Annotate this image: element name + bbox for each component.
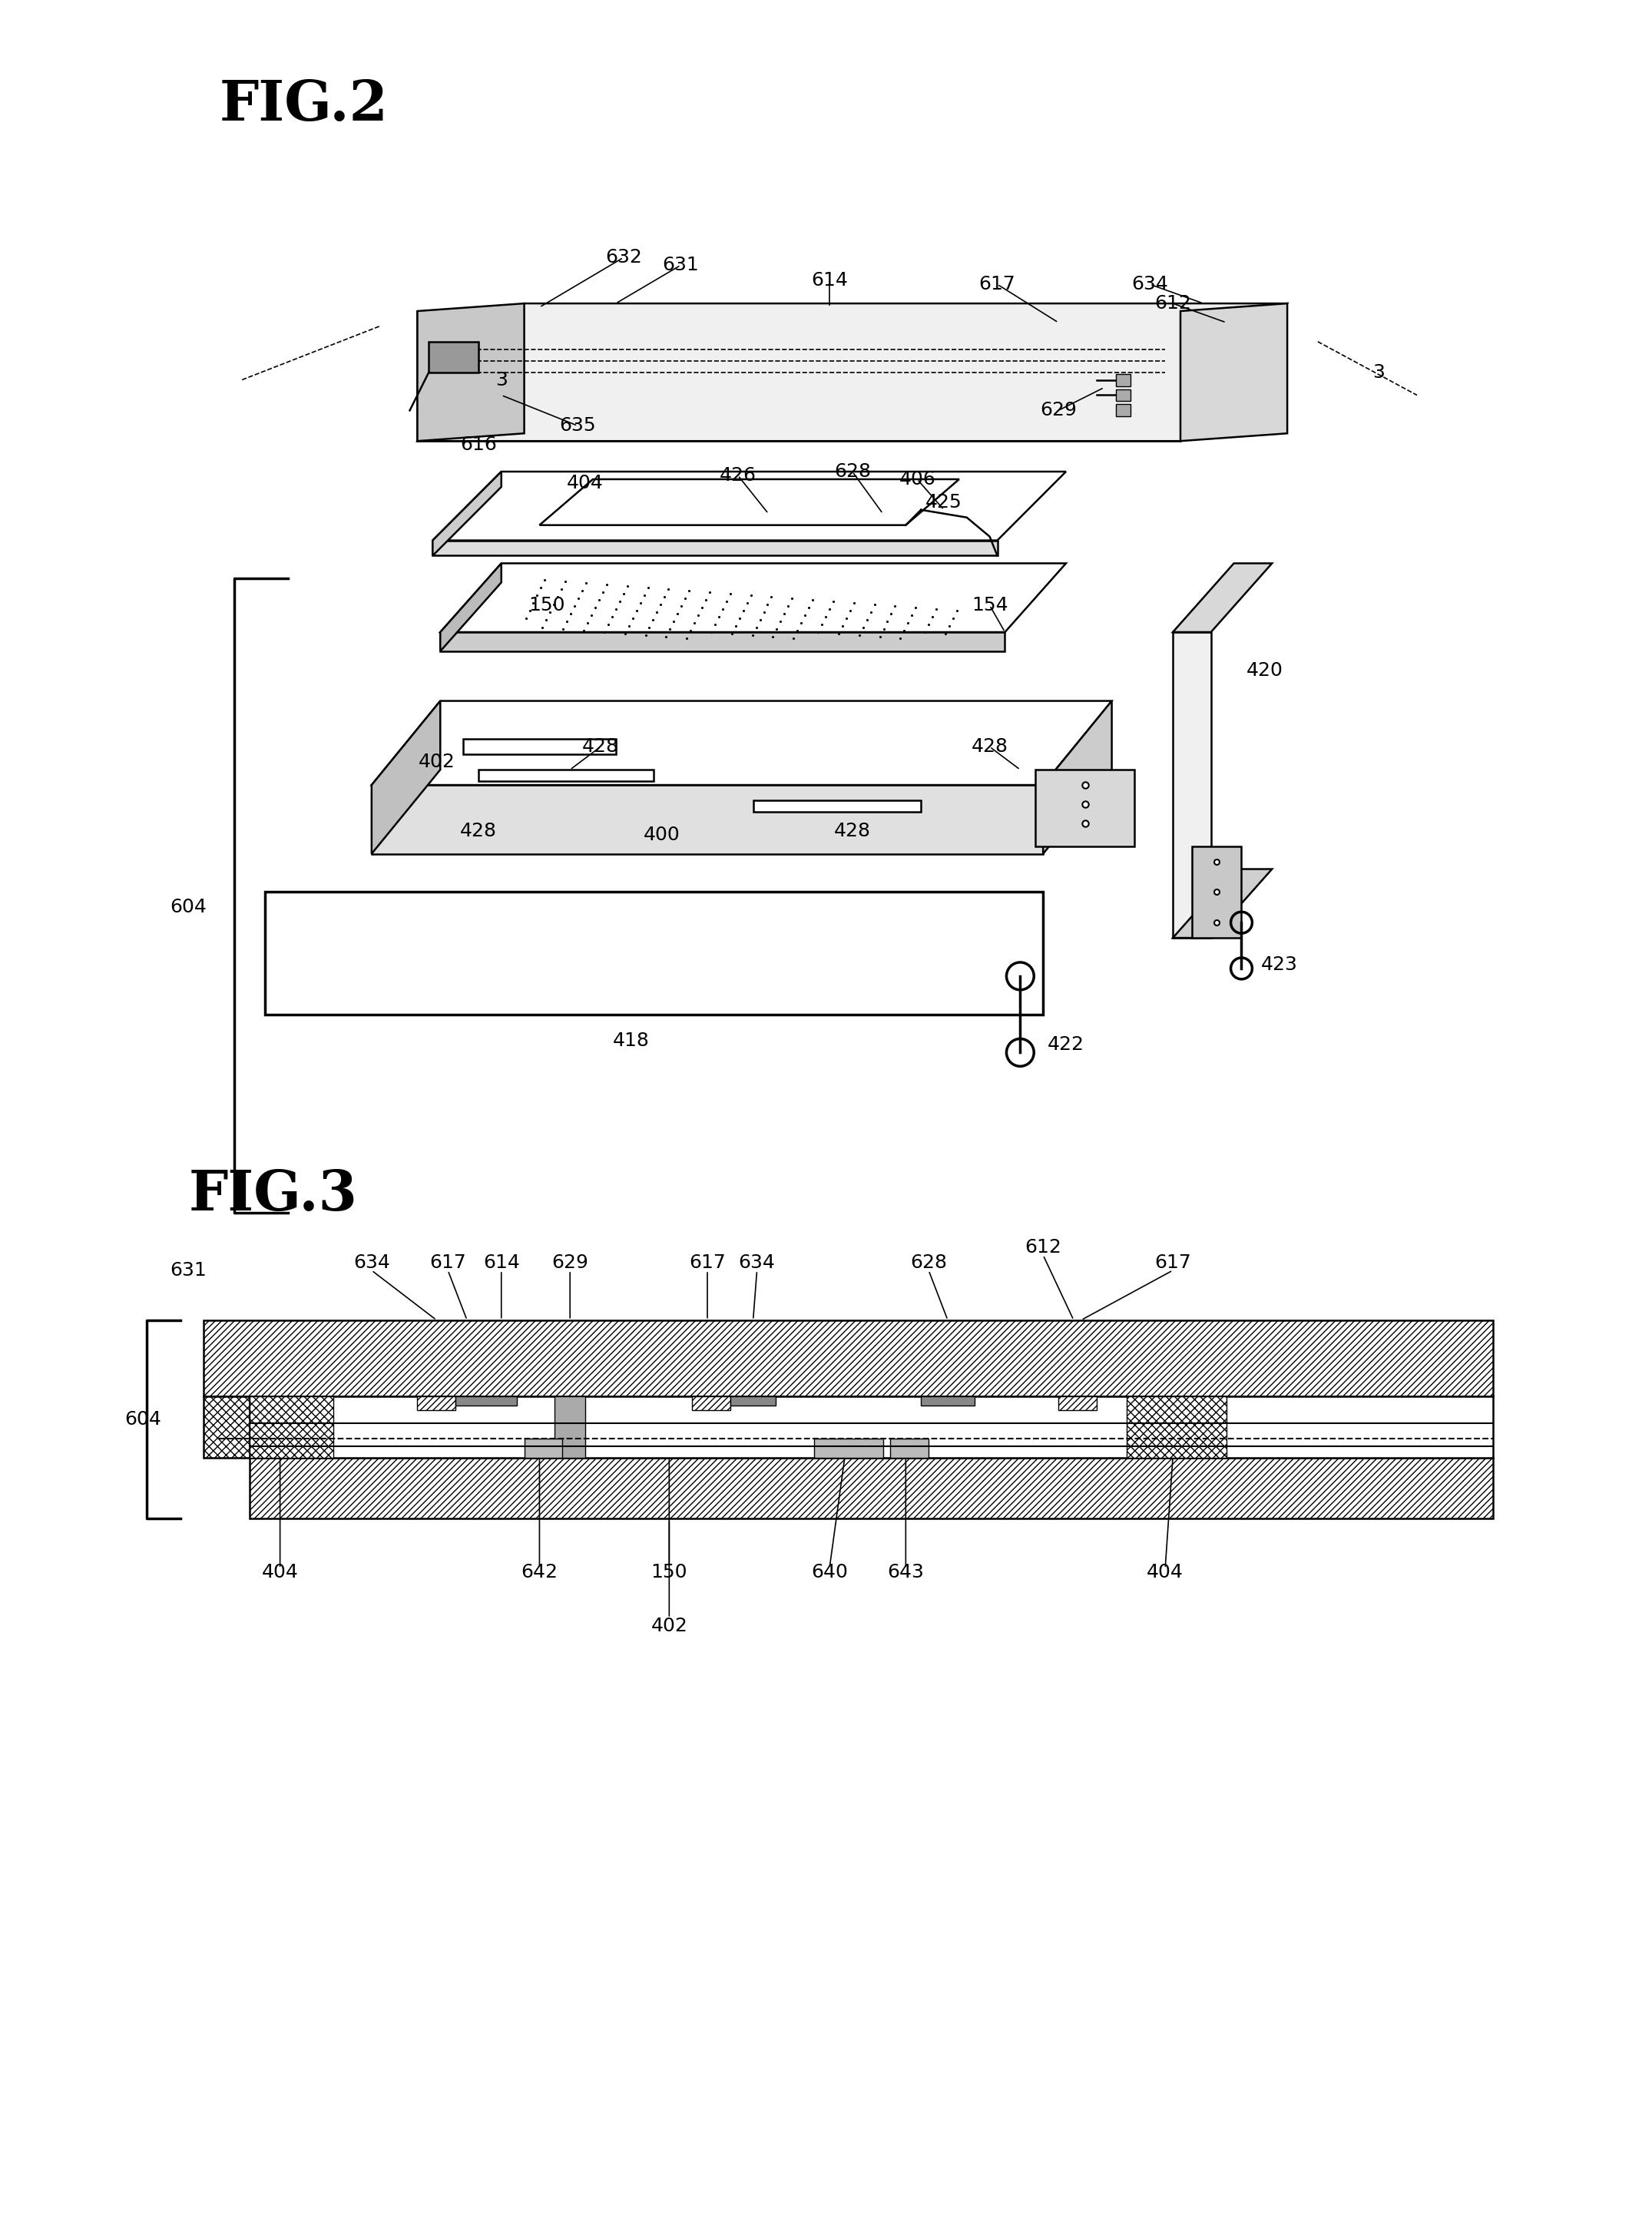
Polygon shape bbox=[1115, 404, 1132, 416]
Polygon shape bbox=[249, 1395, 1493, 1458]
Polygon shape bbox=[1181, 304, 1287, 440]
Text: 628: 628 bbox=[910, 1253, 947, 1271]
Text: 150: 150 bbox=[651, 1562, 687, 1582]
Polygon shape bbox=[1173, 869, 1272, 938]
Polygon shape bbox=[249, 1395, 334, 1458]
Text: 629: 629 bbox=[1041, 402, 1077, 420]
Text: 614: 614 bbox=[811, 271, 847, 289]
Text: 404: 404 bbox=[567, 473, 603, 493]
Text: 617: 617 bbox=[1155, 1253, 1191, 1271]
Text: 616: 616 bbox=[459, 436, 497, 453]
Polygon shape bbox=[479, 769, 654, 782]
Polygon shape bbox=[372, 784, 1042, 853]
Polygon shape bbox=[433, 471, 501, 556]
Polygon shape bbox=[1042, 700, 1112, 853]
Text: 404: 404 bbox=[261, 1562, 299, 1582]
Text: 154: 154 bbox=[971, 595, 1008, 615]
Polygon shape bbox=[1191, 847, 1242, 938]
Text: 640: 640 bbox=[811, 1562, 847, 1582]
Text: 422: 422 bbox=[1047, 1035, 1084, 1053]
Text: 428: 428 bbox=[459, 822, 497, 840]
Polygon shape bbox=[922, 1395, 975, 1407]
Text: 3: 3 bbox=[496, 371, 507, 389]
Text: 631: 631 bbox=[170, 1262, 206, 1280]
Polygon shape bbox=[524, 1438, 562, 1458]
Polygon shape bbox=[441, 564, 501, 651]
Polygon shape bbox=[1115, 389, 1132, 402]
Polygon shape bbox=[753, 800, 922, 811]
Polygon shape bbox=[1115, 373, 1132, 387]
Polygon shape bbox=[433, 540, 998, 556]
Polygon shape bbox=[418, 304, 1287, 440]
Text: 629: 629 bbox=[552, 1253, 588, 1271]
Text: 612: 612 bbox=[1155, 293, 1191, 313]
Polygon shape bbox=[1059, 1395, 1097, 1411]
Text: 428: 428 bbox=[582, 738, 620, 755]
Text: 420: 420 bbox=[1246, 662, 1282, 680]
Text: 418: 418 bbox=[613, 1031, 649, 1051]
Text: 617: 617 bbox=[430, 1253, 466, 1271]
Text: 631: 631 bbox=[662, 256, 699, 276]
Text: 404: 404 bbox=[1146, 1562, 1183, 1582]
Text: 628: 628 bbox=[834, 462, 871, 480]
Polygon shape bbox=[890, 1438, 928, 1458]
Text: FIG.3: FIG.3 bbox=[188, 1167, 357, 1222]
Text: 604: 604 bbox=[124, 1411, 160, 1429]
Polygon shape bbox=[203, 1320, 1493, 1395]
Text: 612: 612 bbox=[1024, 1238, 1062, 1258]
Text: 642: 642 bbox=[520, 1562, 558, 1582]
Polygon shape bbox=[249, 1458, 1493, 1520]
Text: 617: 617 bbox=[980, 276, 1016, 293]
Polygon shape bbox=[463, 740, 616, 755]
Text: 643: 643 bbox=[887, 1562, 923, 1582]
Text: 400: 400 bbox=[643, 824, 681, 844]
Text: 617: 617 bbox=[689, 1253, 725, 1271]
Polygon shape bbox=[433, 471, 1066, 540]
Text: 428: 428 bbox=[971, 738, 1008, 755]
Text: 150: 150 bbox=[529, 595, 565, 615]
Polygon shape bbox=[540, 480, 960, 524]
Polygon shape bbox=[430, 342, 479, 373]
Text: 634: 634 bbox=[1132, 276, 1168, 293]
Text: 406: 406 bbox=[899, 471, 935, 489]
Polygon shape bbox=[203, 1395, 249, 1458]
Polygon shape bbox=[418, 1395, 456, 1411]
Text: 425: 425 bbox=[925, 493, 961, 511]
Text: 635: 635 bbox=[560, 416, 596, 436]
Polygon shape bbox=[730, 1395, 776, 1407]
Polygon shape bbox=[1173, 564, 1272, 631]
Text: 634: 634 bbox=[738, 1253, 775, 1271]
Text: 402: 402 bbox=[651, 1618, 687, 1635]
Text: 634: 634 bbox=[354, 1253, 390, 1271]
Text: 632: 632 bbox=[605, 249, 641, 267]
Text: 402: 402 bbox=[418, 753, 454, 771]
Polygon shape bbox=[1036, 769, 1135, 847]
Text: 604: 604 bbox=[170, 898, 206, 915]
Polygon shape bbox=[372, 700, 441, 853]
Text: FIG.2: FIG.2 bbox=[220, 78, 388, 133]
Text: 426: 426 bbox=[719, 467, 757, 484]
Text: 3: 3 bbox=[1373, 362, 1384, 382]
Polygon shape bbox=[264, 891, 1042, 1013]
Polygon shape bbox=[441, 564, 1066, 631]
Polygon shape bbox=[555, 1395, 585, 1458]
Polygon shape bbox=[418, 304, 524, 440]
Polygon shape bbox=[1127, 1395, 1226, 1458]
Polygon shape bbox=[372, 700, 1112, 784]
Text: 428: 428 bbox=[834, 822, 871, 840]
Text: 614: 614 bbox=[482, 1253, 520, 1271]
Polygon shape bbox=[1173, 631, 1211, 938]
Polygon shape bbox=[814, 1438, 882, 1458]
Polygon shape bbox=[441, 631, 1004, 651]
Polygon shape bbox=[692, 1395, 730, 1411]
Polygon shape bbox=[418, 311, 1181, 440]
Text: 423: 423 bbox=[1260, 955, 1298, 973]
Polygon shape bbox=[456, 1395, 517, 1407]
